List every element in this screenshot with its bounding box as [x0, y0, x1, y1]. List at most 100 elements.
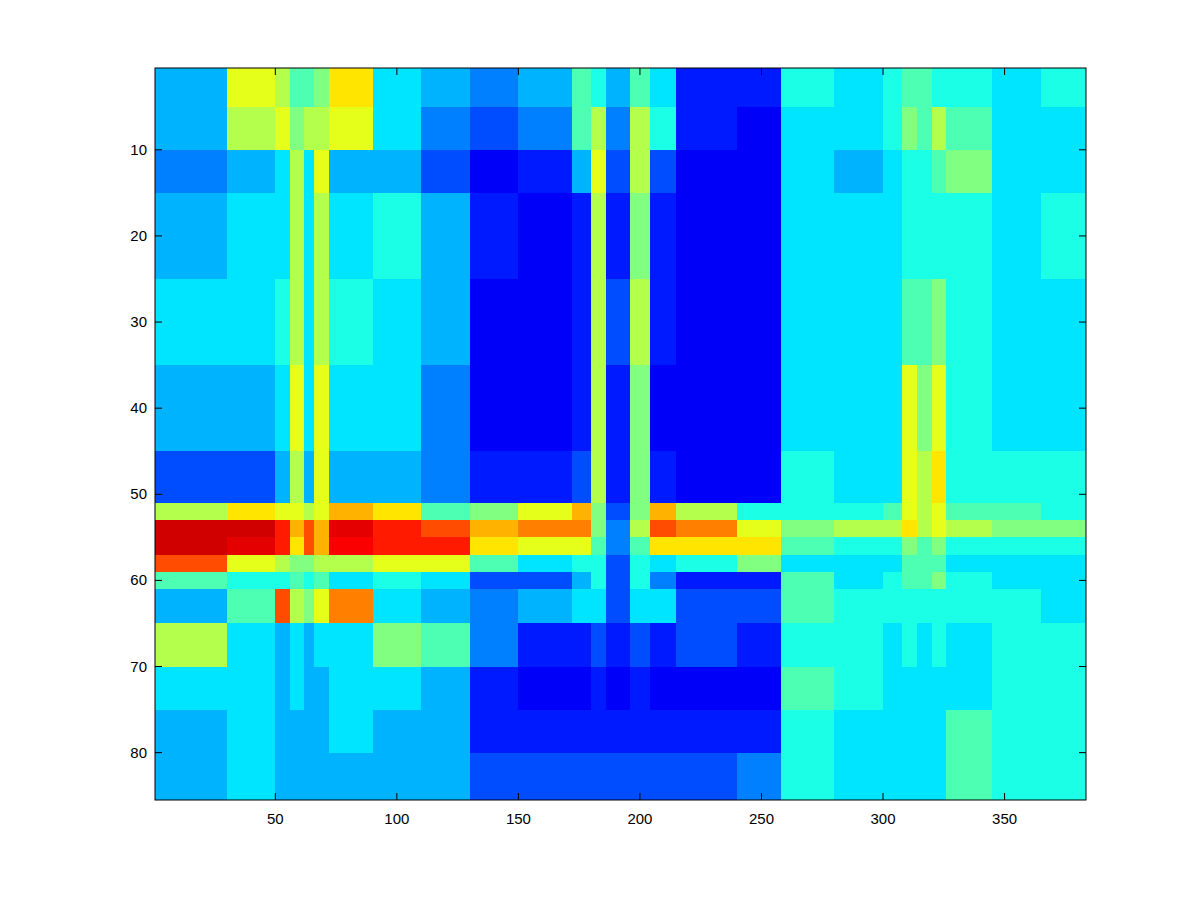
heatmap-cell: [275, 520, 290, 538]
heatmap-cell: [329, 555, 373, 573]
heatmap-cell: [518, 667, 572, 711]
heatmap-cell: [737, 589, 781, 624]
heatmap-cell: [304, 150, 314, 194]
heatmap-cell: [329, 503, 373, 521]
heatmap-cell: [650, 68, 677, 107]
heatmap-cell: [781, 150, 835, 194]
heatmap-cell: [781, 107, 835, 151]
heatmap-cell: [275, 623, 290, 667]
heatmap-cell: [275, 503, 290, 521]
heatmap-cell: [1041, 520, 1086, 538]
heatmap-cell: [275, 710, 290, 754]
heatmap-cell: [155, 451, 227, 503]
heatmap-cell: [227, 365, 276, 452]
heatmap-cell: [650, 150, 677, 194]
heatmap-cell: [227, 667, 276, 711]
y-tick-label: 80: [130, 744, 147, 761]
heatmap-cell: [470, 68, 519, 107]
heatmap-cell: [781, 520, 835, 538]
heatmap-cell: [290, 365, 305, 452]
heatmap-cell: [883, 710, 903, 754]
heatmap-cell: [932, 667, 947, 711]
heatmap-cell: [227, 623, 276, 667]
heatmap-cell: [421, 193, 470, 280]
heatmap-cell: [781, 623, 835, 667]
heatmap-cell: [518, 150, 572, 194]
heatmap-cell: [329, 150, 373, 194]
heatmap-cell: [902, 589, 917, 624]
heatmap-cell: [275, 537, 290, 555]
y-tick: [1079, 666, 1086, 667]
heatmap-cell: [676, 150, 737, 194]
heatmap-cell: [227, 68, 276, 107]
heatmap-cell: [932, 107, 947, 151]
heatmap-cell: [421, 150, 470, 194]
heatmap-cell: [470, 503, 519, 521]
heatmap-cell: [606, 451, 631, 503]
heatmap-cell: [630, 537, 650, 555]
heatmap-cell: [155, 503, 227, 521]
heatmap-cell: [290, 503, 305, 521]
heatmap-cell: [902, 572, 917, 590]
heatmap-cell: [834, 365, 883, 452]
heatmap-cell: [932, 150, 947, 194]
heatmap-cell: [676, 365, 737, 452]
heatmap-cell: [329, 279, 373, 366]
heatmap-cell: [290, 279, 305, 366]
heatmap-cell: [992, 555, 1041, 573]
heatmap-cell: [781, 555, 835, 573]
heatmap-cell: [932, 451, 947, 503]
heatmap-cell: [650, 537, 677, 555]
heatmap-cell: [737, 572, 781, 590]
heatmap-cell: [470, 107, 519, 151]
heatmap-cell: [155, 520, 227, 538]
heatmap-cell: [650, 623, 677, 667]
heatmap-cell: [421, 555, 470, 573]
heatmap-cell: [932, 365, 947, 452]
axes-frame: [155, 68, 1086, 800]
heatmap-cell: [917, 667, 932, 711]
heatmap-cell: [518, 193, 572, 280]
heatmap-cell: [155, 572, 227, 590]
heatmap-cell: [932, 589, 947, 624]
heatmap-cell: [781, 193, 835, 280]
heatmap-cell: [275, 68, 290, 107]
heatmap-cell: [470, 753, 519, 800]
heatmap-cell: [373, 710, 422, 754]
heatmap-cell: [155, 667, 227, 711]
heatmap-cell: [737, 555, 781, 573]
heatmap-cell: [606, 365, 631, 452]
heatmap-cell: [373, 520, 422, 538]
y-tick: [1079, 408, 1086, 409]
heatmap-cell: [1041, 193, 1086, 280]
heatmap-cell: [314, 520, 329, 538]
heatmap-cell: [946, 150, 993, 194]
heatmap-cell: [902, 150, 917, 194]
heatmap-cell: [373, 753, 422, 800]
heatmap-cell: [421, 279, 470, 366]
heatmap-cell: [781, 572, 835, 590]
heatmap-cell: [781, 753, 835, 800]
heatmap-cell: [518, 555, 572, 573]
heatmap-cell: [737, 503, 781, 521]
heatmap-cell: [314, 589, 329, 624]
heatmap-cell: [421, 520, 470, 538]
heatmap-cell: [606, 107, 631, 151]
heatmap-cell: [883, 503, 903, 521]
heatmap-cell: [1041, 667, 1086, 711]
heatmap-cell: [737, 537, 781, 555]
heatmap-cell: [630, 503, 650, 521]
y-tick: [155, 235, 162, 236]
heatmap-cell: [155, 623, 227, 667]
heatmap-cell: [591, 537, 606, 555]
heatmap-cell: [932, 623, 947, 667]
heatmap-cell: [737, 710, 781, 754]
heatmap-cell: [518, 279, 572, 366]
heatmap-cell: [155, 279, 227, 366]
heatmap-cell: [650, 572, 677, 590]
y-tick: [1079, 752, 1086, 753]
heatmap-cell: [737, 365, 781, 452]
heatmap-cell: [834, 451, 883, 503]
heatmap-cell: [304, 710, 314, 754]
heatmap-cell: [518, 710, 572, 754]
